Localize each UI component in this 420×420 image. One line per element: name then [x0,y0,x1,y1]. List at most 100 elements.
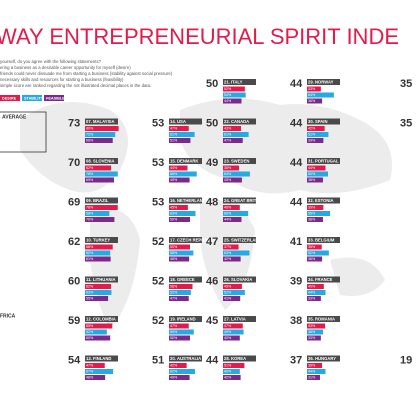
bar-label: 60% [224,212,232,216]
score: 59 [68,315,80,327]
bar-label: 63% [224,251,232,255]
name-bar [307,197,340,204]
rank: 32. [308,198,314,203]
bar-label: 36% [308,99,316,103]
bar-label: 43% [308,324,316,328]
country-name: PORTUGAL [315,158,339,163]
bar [223,165,239,171]
rank: 19. [170,316,176,321]
name-bar [169,237,202,243]
rank: 34. [308,277,314,282]
bar-label: 49% [170,178,178,182]
bar-label: 42% [170,364,178,368]
bar [223,335,240,341]
score: 73 [68,117,80,129]
name-bar [223,197,256,204]
rank: 07. [86,119,92,124]
score: 54 [68,354,81,366]
bar-label: 52% [224,291,232,295]
bar-label: 65% [86,324,94,328]
bar-label: 37% [224,245,232,249]
rank: 28. [224,356,230,361]
rank: 14. [170,119,176,124]
average-box [0,111,47,153]
rank: 31. [308,158,314,163]
bar [85,217,115,222]
country-name: ITALY [231,79,243,84]
bar [223,329,244,335]
bar [307,171,328,177]
bar [169,126,189,131]
bar-label: 45% [170,206,178,210]
bar-label: 49% [170,376,178,380]
bar [85,211,110,216]
title: WAY ENTREPRENEURIAL SPIRIT INDE [0,24,399,49]
score: 19 [400,354,412,366]
bar-label: 39% [308,206,316,210]
bar [307,177,323,183]
score: 35 [400,117,412,129]
bar [223,284,242,289]
bar-label: 61% [170,133,178,137]
bar [307,132,329,137]
bar-label: 36% [308,364,316,368]
bar [169,323,189,329]
bar [307,369,326,374]
bar [169,375,190,380]
bar [307,296,321,301]
legend-note: friends could never dissuade me from sta… [0,71,173,76]
country-name: CZECH REPUBLIC [177,237,214,242]
bar-label: 43% [224,127,232,131]
score: 44 [290,196,303,208]
country-name: IRELAND [177,316,196,321]
bar-label: 50% [170,336,178,340]
bar-label: 47% [170,297,178,301]
bar [85,126,119,131]
country-name: SLOVENIA [93,158,114,163]
bar [307,205,324,210]
bar [307,250,329,256]
name-bar [223,237,256,243]
bar-label: 60% [86,336,94,340]
bar [169,369,196,374]
rank: 09. [86,198,92,203]
rank: 15. [170,158,176,163]
bar [85,256,111,262]
rank: 22. [224,119,230,124]
score: 53 [152,157,164,169]
score: 70 [68,157,80,169]
bar-label: 48% [86,376,94,380]
bar [169,250,194,256]
bar-label: 42% [224,376,232,380]
name-bar [307,118,340,125]
rank: 23. [224,158,230,163]
bar [223,138,243,143]
bar [307,323,326,329]
bar-label: 78% [86,172,94,176]
bar [307,329,323,335]
country-name: DENMARK [177,158,198,163]
bar-label: 67% [86,370,94,374]
bar [307,290,326,295]
bar-label: 58% [170,251,178,255]
bar [223,132,249,137]
bar-label: 44% [308,166,316,170]
country-name: TURKEY [93,237,110,242]
bar-label: 55% [86,297,94,301]
name-bar [307,316,340,322]
bar [169,165,188,171]
bar [169,329,194,335]
bar-label: 47% [224,324,232,328]
bar [223,256,241,262]
bar-label: 52% [86,330,94,334]
bar [169,335,190,341]
rank: 18. [170,277,176,282]
bar-label: 33% [308,87,316,91]
bar [169,256,190,262]
bar [85,335,111,341]
bar [169,138,191,143]
score: 47 [206,236,218,248]
legend-note: necessary skills and resources for start… [0,77,124,82]
country-name: MALAYSIA [93,119,114,124]
